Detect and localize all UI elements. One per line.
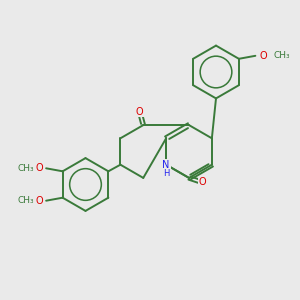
Text: O: O (259, 51, 267, 61)
Text: CH₃: CH₃ (273, 51, 290, 60)
Text: H: H (163, 169, 169, 178)
Text: O: O (35, 196, 43, 206)
Text: N: N (162, 160, 170, 170)
Text: O: O (199, 177, 206, 188)
Text: CH₃: CH₃ (17, 164, 34, 173)
Text: O: O (35, 163, 43, 173)
Text: CH₃: CH₃ (17, 196, 34, 205)
Text: O: O (136, 106, 143, 117)
